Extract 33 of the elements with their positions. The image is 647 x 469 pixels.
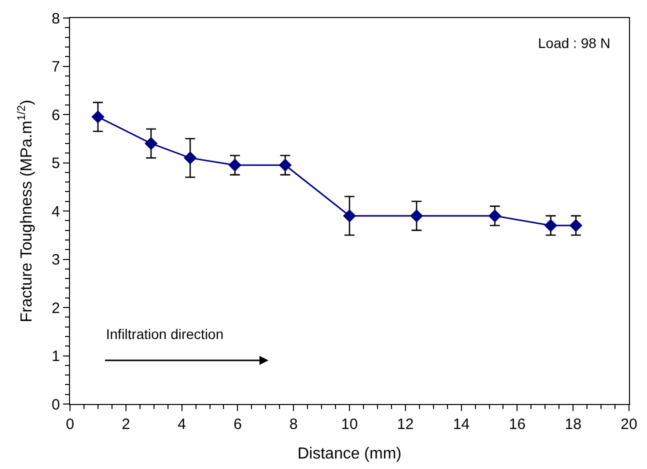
annotation: Load : 98 N [538,35,610,51]
x-tick-label: 4 [178,416,186,433]
point [569,218,582,232]
point [144,136,158,150]
y-tick-label: 2 [52,300,60,317]
point [410,209,424,222]
y-tick-label: 0 [52,396,60,414]
y-tick-label: 1 [52,348,60,365]
x-tick-label: 14 [452,416,470,433]
annotation: Infiltration direction [106,326,224,342]
x-tick-label: 16 [508,416,526,433]
x-tick-label: 0 [66,416,74,433]
y-tick-label: 5 [52,155,60,172]
point [544,218,558,232]
point [184,151,197,164]
x-tick-label: 20 [620,416,638,433]
y-tick-label: 7 [52,58,60,76]
point [278,158,292,172]
y-tick-label: 3 [52,252,60,268]
y-tick-label: 8 [52,10,60,28]
x-tick-label: 18 [564,416,582,433]
x-tick-label: 8 [289,416,298,433]
point [488,209,502,222]
x-tick-label: 6 [234,416,242,433]
x-tick-label: 10 [341,416,358,433]
x-tick-label: 12 [397,416,414,433]
x-axis-title: Distance (mm) [297,446,402,463]
y-tick-label: 6 [52,106,60,124]
point [343,209,356,222]
y-tick-label: 4 [52,203,60,220]
point [228,158,242,172]
point [91,110,104,124]
x-tick-label: 2 [122,416,130,433]
